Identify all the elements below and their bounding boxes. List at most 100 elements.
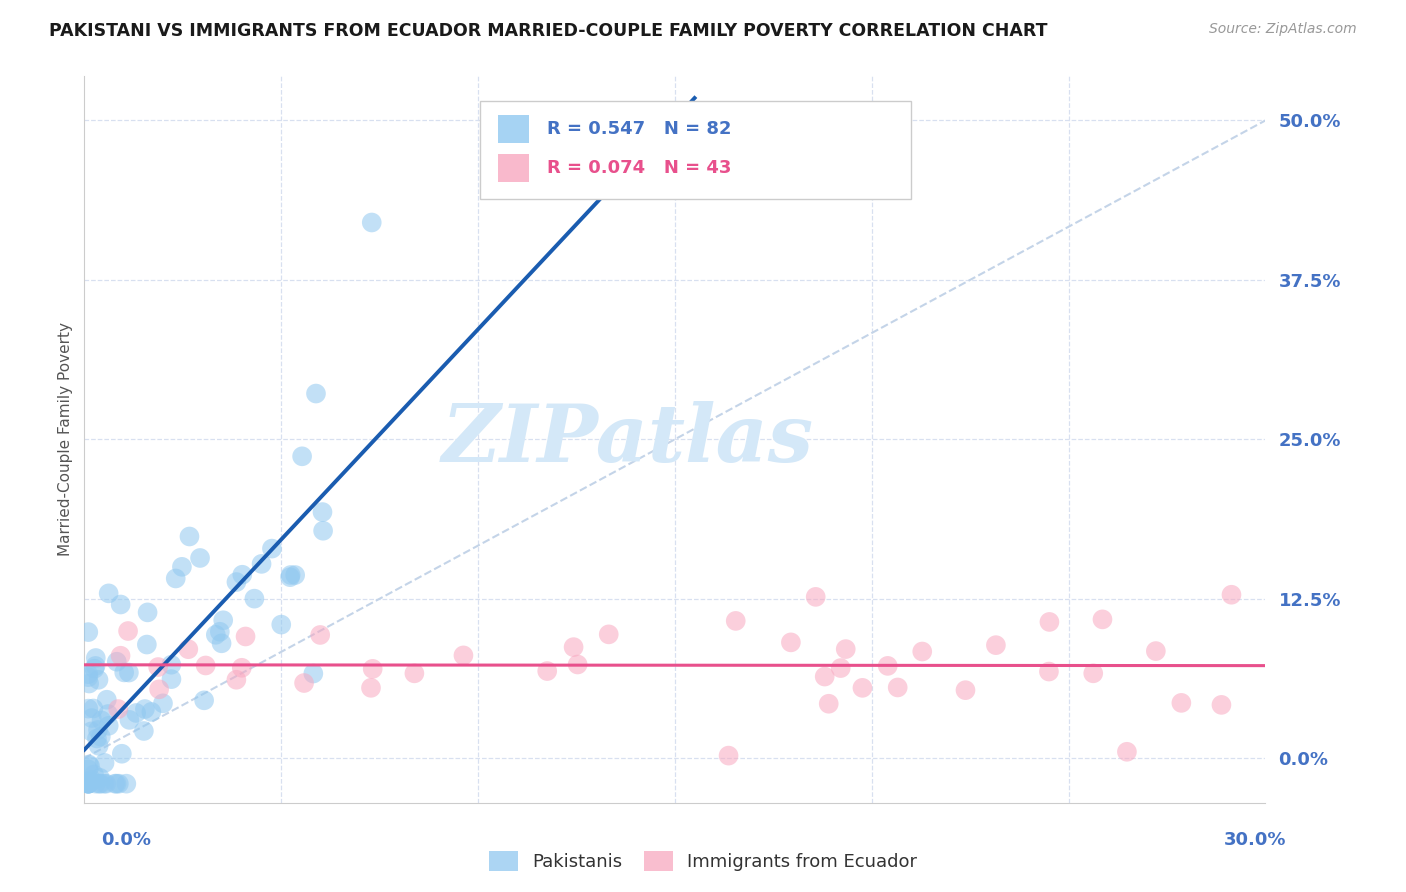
Point xyxy=(1144,644,1167,658)
Point xyxy=(1038,615,1060,629)
Point xyxy=(250,557,273,571)
Point xyxy=(77,763,100,777)
Point xyxy=(146,660,169,674)
Point xyxy=(361,662,384,676)
Point xyxy=(77,701,100,715)
Point xyxy=(112,665,135,680)
Point xyxy=(87,673,110,687)
Point xyxy=(312,524,335,538)
Point xyxy=(148,682,170,697)
Point xyxy=(360,215,382,229)
Point xyxy=(360,681,382,695)
Point xyxy=(814,669,837,683)
Text: R = 0.547   N = 82: R = 0.547 N = 82 xyxy=(547,120,731,138)
Point xyxy=(97,706,120,721)
Point xyxy=(97,586,120,600)
Point xyxy=(193,693,215,707)
Point xyxy=(280,568,302,582)
Text: 30.0%: 30.0% xyxy=(1225,831,1286,849)
Point xyxy=(160,657,183,672)
Legend: Pakistanis, Immigrants from Ecuador: Pakistanis, Immigrants from Ecuador xyxy=(481,844,925,879)
Point xyxy=(453,648,475,663)
Point xyxy=(1091,612,1114,626)
Point xyxy=(225,575,247,590)
Point xyxy=(104,777,127,791)
Point xyxy=(243,591,266,606)
Point xyxy=(77,777,100,791)
Point xyxy=(830,661,852,675)
Point xyxy=(93,756,115,770)
Point xyxy=(90,777,112,791)
Point xyxy=(110,598,132,612)
Text: R = 0.074   N = 43: R = 0.074 N = 43 xyxy=(547,159,731,178)
Point xyxy=(278,570,301,584)
Point xyxy=(125,706,148,720)
Point xyxy=(598,627,620,641)
Point xyxy=(177,642,200,657)
Point xyxy=(93,777,115,791)
Point xyxy=(292,676,315,690)
Point xyxy=(804,590,827,604)
Point xyxy=(90,730,112,744)
Text: Source: ZipAtlas.com: Source: ZipAtlas.com xyxy=(1209,22,1357,37)
Point xyxy=(1038,665,1060,679)
Point xyxy=(77,777,100,791)
Point xyxy=(1170,696,1192,710)
Point xyxy=(567,657,589,672)
Point xyxy=(955,683,977,698)
Point xyxy=(83,767,105,781)
Point xyxy=(1220,588,1243,602)
Point xyxy=(80,711,103,725)
Point xyxy=(77,777,100,791)
FancyBboxPatch shape xyxy=(479,102,911,200)
Point xyxy=(79,774,101,789)
Point xyxy=(77,667,100,681)
Point xyxy=(886,681,908,695)
Point xyxy=(118,665,141,680)
Point xyxy=(1116,745,1139,759)
Point xyxy=(235,630,257,644)
Point xyxy=(118,713,141,727)
Text: ZIPatlas: ZIPatlas xyxy=(441,401,814,478)
Point xyxy=(96,692,118,706)
Point xyxy=(717,748,740,763)
Point xyxy=(96,777,118,791)
Point xyxy=(115,777,138,791)
Point xyxy=(97,719,120,733)
Point xyxy=(135,638,157,652)
Point xyxy=(225,673,247,687)
Point xyxy=(111,747,134,761)
Point xyxy=(305,386,328,401)
Point xyxy=(562,640,585,654)
Point xyxy=(311,505,333,519)
Point xyxy=(87,777,110,791)
Point xyxy=(284,568,307,582)
Point xyxy=(208,624,231,639)
Point xyxy=(231,661,253,675)
Point xyxy=(79,759,101,773)
Point xyxy=(165,572,187,586)
Text: 0.0%: 0.0% xyxy=(101,831,152,849)
Point xyxy=(536,664,558,678)
Point xyxy=(77,757,100,772)
Point xyxy=(260,541,283,556)
Point xyxy=(170,559,193,574)
Point xyxy=(110,648,132,663)
Point xyxy=(117,624,139,638)
Point xyxy=(132,724,155,739)
Point xyxy=(89,771,111,785)
Point xyxy=(84,651,107,665)
Point xyxy=(107,702,129,716)
Point xyxy=(1083,666,1105,681)
Point xyxy=(152,696,174,710)
Point xyxy=(984,638,1007,652)
Point xyxy=(780,635,803,649)
Point xyxy=(90,714,112,728)
Point xyxy=(82,701,104,715)
Point xyxy=(188,551,211,566)
Point xyxy=(309,628,332,642)
Point xyxy=(87,723,110,737)
Point xyxy=(87,739,110,753)
Point xyxy=(84,777,107,791)
Point xyxy=(80,724,103,739)
